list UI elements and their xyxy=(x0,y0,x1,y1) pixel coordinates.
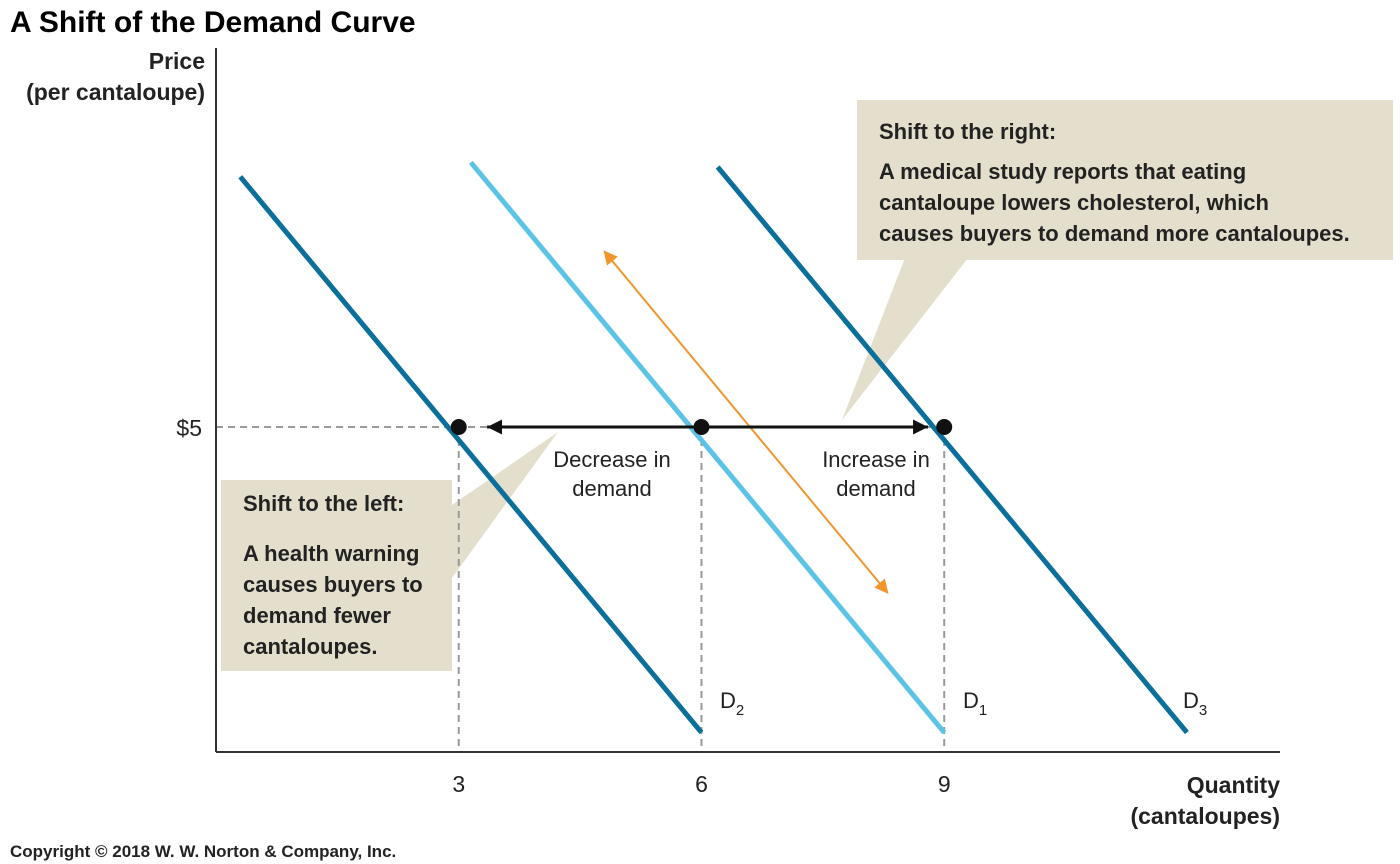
decrease-label: Decrease in xyxy=(553,447,670,472)
point-d2-at-5 xyxy=(450,419,467,435)
callouts: Shift to the right: A medical study repor… xyxy=(221,100,1393,671)
shift-left-callout-box xyxy=(221,480,452,671)
curve-label-name: D xyxy=(963,688,979,713)
shift-right-callout-line: A medical study reports that eating xyxy=(879,159,1246,184)
shift-right-callout-box xyxy=(857,100,1393,260)
curve-label-subscript: 3 xyxy=(1199,702,1207,719)
x-axis-label: Quantity xyxy=(1187,772,1280,798)
curve-label-subscript: 2 xyxy=(736,702,744,719)
increase-label: demand xyxy=(836,476,916,501)
curve-label-name: D xyxy=(1183,688,1199,713)
curve-label-name: D xyxy=(720,688,736,713)
y-axis-label: (per cantaloupe) xyxy=(26,79,205,105)
curve-label-d2: D2 xyxy=(720,688,744,719)
labels: Price (per cantaloupe) Quantity (cantaloupe… xyxy=(26,48,1280,829)
point-d1-at-5 xyxy=(693,419,710,435)
shift-left-callout-pointer xyxy=(452,432,558,578)
x-tick-label: 9 xyxy=(938,771,951,797)
shift-left-callout-line: A health warning xyxy=(243,541,419,566)
x-tick-label: 6 xyxy=(695,771,708,797)
shift-right-callout-heading: Shift to the right: xyxy=(879,119,1056,144)
axes xyxy=(215,48,1280,753)
demand-shift-double-arrow xyxy=(603,250,889,594)
shift-left-callout-line: causes buyers to xyxy=(243,572,423,597)
x-axis-label: (cantaloupes) xyxy=(1130,803,1280,829)
curve-label-d3: D3 xyxy=(1183,688,1207,719)
x-tick-label: 3 xyxy=(452,771,465,797)
chart-title: A Shift of the Demand Curve xyxy=(10,6,416,39)
copyright-notice: Copyright © 2018 W. W. Norton & Company,… xyxy=(10,842,396,861)
shift-arrows: Decrease in demand Increase in demand xyxy=(487,250,930,594)
increase-label: Increase in xyxy=(822,447,930,472)
y-axis-label: Price xyxy=(149,48,205,74)
shift-left-callout-line: cantaloupes. xyxy=(243,634,377,659)
demand-curve-d2 xyxy=(238,175,704,735)
shift-right-callout-line: causes buyers to demand more cantaloupes… xyxy=(879,221,1350,246)
y-tick-label: $5 xyxy=(176,415,202,441)
equilibrium-points xyxy=(450,419,953,435)
shift-left-callout-line: demand fewer xyxy=(243,603,391,628)
curve-label-d1: D1 xyxy=(963,688,987,719)
point-d3-at-5 xyxy=(936,419,953,435)
shift-right-callout-line: cantaloupe lowers cholesterol, which xyxy=(879,190,1269,215)
shift-left-callout-heading: Shift to the left: xyxy=(243,491,404,516)
decrease-label: demand xyxy=(572,476,652,501)
curve-label-subscript: 1 xyxy=(979,702,987,719)
